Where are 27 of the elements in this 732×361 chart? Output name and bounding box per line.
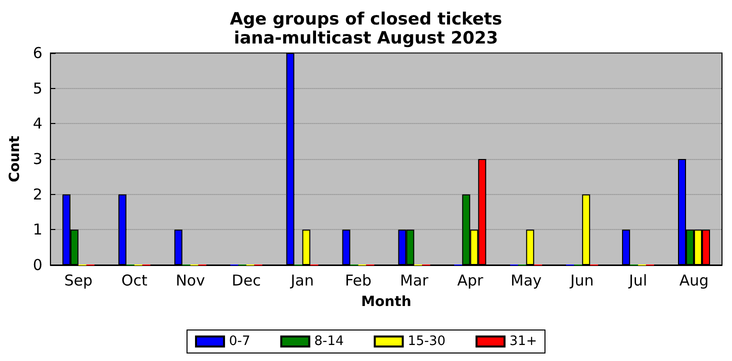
x-axis-title: Month	[361, 294, 412, 310]
legend-label: 0-7	[229, 334, 250, 349]
y-tick-label: 4	[32, 114, 42, 133]
legend-label: 8-14	[314, 334, 344, 349]
chart-subtitle: iana-multicast August 2023	[234, 28, 498, 48]
x-tick-label: Sep	[64, 272, 93, 290]
x-tick-label: Feb	[344, 272, 372, 290]
x-tick-label: Oct	[121, 272, 148, 290]
x-tick-label: Aug	[679, 272, 709, 290]
x-tick-label: May	[510, 272, 542, 290]
y-tick-label: 5	[32, 79, 42, 98]
x-tick-label: Jun	[569, 272, 594, 290]
x-tick-label: Nov	[176, 272, 206, 290]
y-tick-label: 1	[32, 220, 42, 239]
y-tick-label: 3	[32, 150, 42, 168]
x-tick-label: Jan	[290, 272, 314, 290]
legend-label: 31+	[510, 334, 537, 349]
y-tick-label: 0	[32, 256, 42, 274]
x-tick-label: Dec	[232, 272, 261, 290]
y-axis-title: Count	[7, 135, 23, 182]
y-tick-label: 6	[32, 44, 42, 62]
x-tick-label: Jul	[628, 272, 648, 290]
x-tick-label: Mar	[400, 272, 430, 290]
legend-label: 15-30	[408, 334, 446, 349]
x-tick-label: Apr	[457, 272, 484, 290]
chart-title: Age groups of closed tickets	[230, 10, 502, 30]
y-tick-label: 2	[32, 185, 42, 204]
